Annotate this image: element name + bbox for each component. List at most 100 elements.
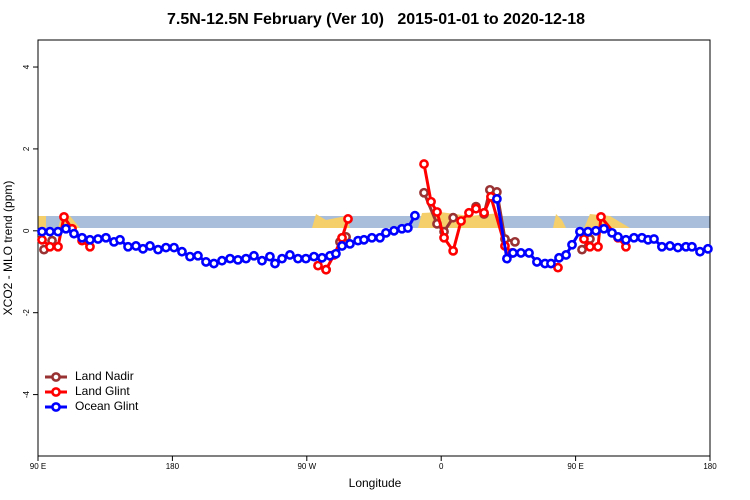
legend-marker	[51, 402, 61, 412]
point	[410, 210, 420, 221]
x-tick-label: 180	[703, 462, 717, 471]
point	[93, 234, 103, 244]
point	[331, 248, 341, 259]
legend-label: Land Nadir	[75, 369, 134, 383]
point	[241, 253, 251, 264]
point	[293, 253, 303, 264]
point	[277, 253, 287, 264]
point	[471, 203, 481, 214]
point	[657, 241, 667, 252]
point	[169, 242, 179, 253]
point	[313, 260, 323, 271]
point	[359, 234, 369, 245]
y-tick-label: 4	[22, 64, 31, 69]
point	[343, 214, 353, 224]
point	[516, 248, 526, 258]
point	[285, 250, 295, 260]
series	[37, 193, 713, 269]
x-tick-label: 0	[439, 462, 444, 471]
point	[217, 255, 227, 266]
point	[649, 234, 659, 244]
point	[265, 251, 275, 262]
point	[629, 232, 639, 243]
point	[381, 227, 391, 238]
point	[579, 234, 589, 244]
point	[599, 223, 609, 234]
point	[464, 207, 474, 218]
point	[153, 244, 163, 255]
point	[567, 239, 577, 250]
point	[665, 241, 675, 251]
point	[301, 253, 311, 264]
point	[695, 246, 705, 257]
point	[375, 232, 385, 243]
point	[53, 226, 63, 237]
point	[161, 242, 171, 253]
legend-label: Ocean Glint	[75, 399, 139, 413]
point	[193, 250, 203, 261]
point	[317, 252, 327, 263]
point	[270, 258, 280, 269]
point	[591, 225, 601, 236]
point	[672, 242, 683, 253]
point	[553, 262, 563, 273]
point	[532, 257, 542, 267]
x-tick-label: 90 W	[297, 462, 316, 471]
point	[59, 211, 69, 222]
y-tick-label: 0	[22, 228, 31, 233]
point	[456, 216, 466, 226]
point	[479, 207, 489, 218]
point	[233, 254, 243, 265]
point	[45, 241, 55, 252]
point	[432, 207, 442, 217]
chart-title: 7.5N-12.5N February (Ver 10) 2015-01-01 …	[167, 11, 585, 28]
point	[209, 258, 219, 269]
point	[596, 211, 606, 222]
point	[145, 241, 155, 251]
point	[448, 245, 459, 256]
point	[426, 196, 436, 207]
point	[621, 234, 631, 245]
point	[546, 258, 556, 269]
point	[345, 239, 355, 249]
point	[419, 159, 429, 169]
point	[69, 228, 79, 239]
point	[201, 257, 211, 267]
point	[492, 193, 502, 204]
point	[337, 241, 347, 251]
x-tick-label: 90 E	[30, 462, 46, 471]
y-tick-label: 2	[22, 146, 31, 151]
point	[577, 244, 587, 255]
point	[85, 234, 95, 245]
point	[309, 251, 319, 262]
point	[508, 248, 518, 258]
point	[37, 226, 47, 237]
point	[703, 243, 713, 254]
point	[321, 264, 331, 275]
point	[613, 232, 623, 242]
legend-label: Land Glint	[75, 384, 130, 398]
point	[177, 246, 187, 257]
point	[687, 241, 697, 252]
point	[61, 223, 71, 234]
point	[37, 234, 47, 245]
point	[419, 187, 429, 198]
point	[225, 253, 235, 264]
legend-marker	[51, 372, 61, 382]
point	[45, 226, 55, 237]
point	[101, 232, 111, 243]
point	[402, 223, 413, 233]
point	[585, 241, 595, 252]
point	[389, 225, 399, 236]
point	[257, 255, 267, 266]
point	[77, 232, 87, 243]
point	[439, 232, 449, 243]
y-tick-label: -2	[22, 309, 31, 317]
point	[185, 251, 195, 262]
point	[510, 236, 520, 247]
y-axis-label: XCO2 - MLO trend (ppm)	[1, 181, 15, 316]
point	[593, 241, 603, 252]
point	[53, 241, 63, 252]
y-tick-label: -4	[22, 390, 31, 398]
